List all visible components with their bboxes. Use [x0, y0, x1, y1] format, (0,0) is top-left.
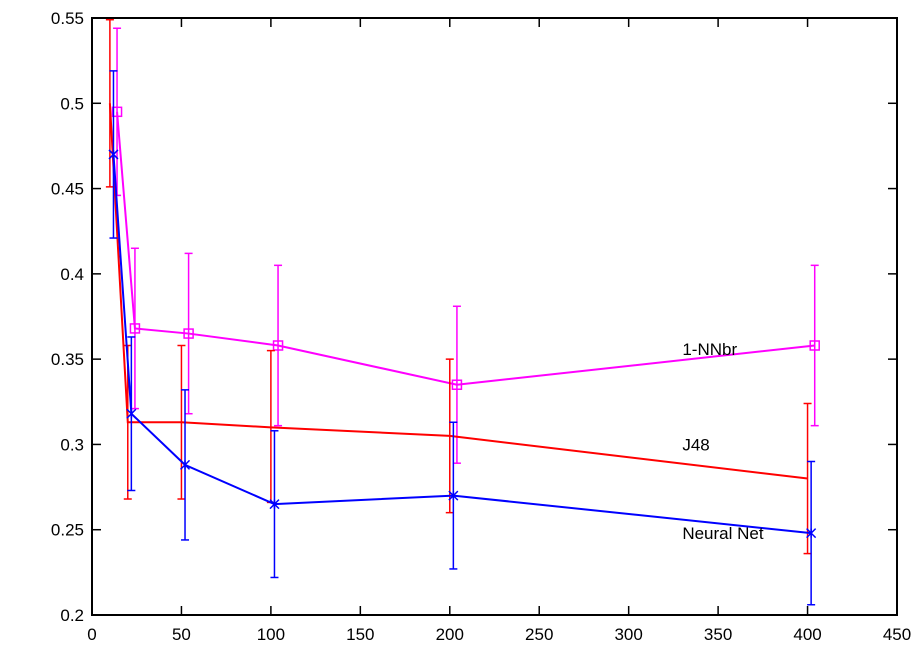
y-tick-label: 0.45: [51, 180, 84, 199]
y-tick-label: 0.4: [60, 265, 84, 284]
neural-net-point: [179, 459, 191, 470]
x-tick-label: 50: [172, 625, 191, 644]
series-label: Neural Net: [682, 524, 764, 543]
x-tick-label: 0: [87, 625, 96, 644]
x-tick-label: 400: [793, 625, 821, 644]
y-tick-label: 0.5: [60, 94, 84, 113]
1-nnbr-point: [809, 340, 820, 351]
1-nnbr-point: [451, 379, 463, 390]
x-tick-label: 200: [436, 625, 464, 644]
1-nnbr-point: [129, 323, 141, 334]
series-label: J48: [682, 435, 709, 454]
1-nnbr-point: [111, 106, 123, 118]
neural-net-point: [269, 499, 280, 510]
x-tick-label: 100: [257, 625, 285, 644]
x-tick-label: 150: [346, 625, 374, 644]
neural-net-point: [806, 528, 817, 539]
y-tick-label: 0.25: [51, 521, 84, 540]
x-tick-label: 250: [525, 625, 553, 644]
x-tick-label: 300: [614, 625, 642, 644]
1-nnbr-point: [272, 340, 284, 351]
neural-net-point: [126, 408, 137, 419]
plot-frame: [91, 17, 898, 616]
y-tick-label: 0.3: [60, 435, 84, 454]
j48-series-line: [108, 103, 808, 480]
x-tick-label: 350: [704, 625, 732, 644]
1-nnbr-series-line: [116, 111, 815, 386]
x-tick-label: 450: [883, 625, 911, 644]
series-label: 1-NNbr: [682, 340, 737, 359]
neural-net-series-line: [112, 154, 812, 535]
neural-net-point: [448, 490, 459, 501]
neural-net-point: [108, 149, 119, 160]
y-tick-label: 0.2: [60, 606, 84, 625]
y-tick-label: 0.35: [51, 350, 84, 369]
y-tick-label: 0.55: [51, 9, 84, 28]
1-nnbr-point: [183, 328, 194, 339]
